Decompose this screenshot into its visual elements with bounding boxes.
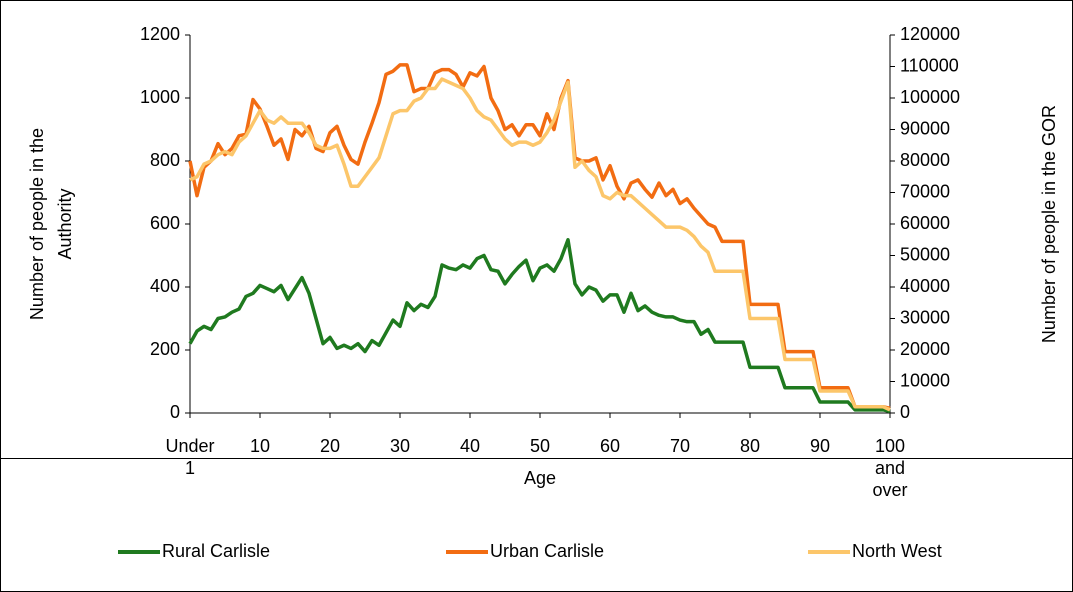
y2-tick-label: 70000 — [900, 181, 950, 201]
x-tick-label: 100 and over — [872, 436, 907, 500]
y2-tick-label: 40000 — [900, 276, 950, 296]
x-tick-label: 70 — [670, 436, 690, 456]
y2-tick-label: 120000 — [900, 24, 960, 44]
y-tick-label: 600 — [150, 213, 180, 233]
legend-label: Urban Carlisle — [490, 541, 604, 561]
y-tick-label: 200 — [150, 339, 180, 359]
x-tick-label: 40 — [460, 436, 480, 456]
y2-tick-label: 20000 — [900, 339, 950, 359]
x-tick-label: 10 — [250, 436, 270, 456]
y-axis-title: Number of people in the Authority — [27, 128, 75, 320]
y2-tick-label: 30000 — [900, 307, 950, 327]
y2-axis-title: Number of people in the GOR — [1039, 105, 1059, 343]
series-line — [189, 77, 891, 412]
series-line — [188, 238, 891, 414]
x-tick-label: 60 — [600, 436, 620, 456]
x-tick-label: 90 — [810, 436, 830, 456]
y-tick-label: 0 — [170, 402, 180, 422]
y-tick-label: 800 — [150, 150, 180, 170]
y-tick-label: 1000 — [140, 87, 180, 107]
y2-tick-label: 110000 — [900, 55, 959, 75]
y2-tick-label: 60000 — [900, 213, 950, 233]
x-tick-label: 50 — [530, 436, 550, 456]
x-tick-label: 80 — [740, 436, 760, 456]
x-tick-label: Under 1 — [165, 436, 214, 478]
legend-label: Rural Carlisle — [162, 541, 270, 561]
y-tick-label: 400 — [150, 276, 180, 296]
y-tick-label: 1200 — [140, 24, 180, 44]
x-tick-label: 20 — [320, 436, 340, 456]
y2-tick-label: 10000 — [900, 370, 950, 390]
y2-tick-label: 100000 — [900, 87, 960, 107]
legend-label: North West — [852, 541, 942, 561]
y2-tick-label: 90000 — [900, 118, 950, 138]
x-tick-label: 30 — [390, 436, 410, 456]
y2-tick-label: 0 — [900, 402, 910, 422]
y2-tick-label: 80000 — [900, 150, 950, 170]
x-axis-title: Age — [524, 468, 556, 488]
y2-tick-label: 50000 — [900, 244, 950, 264]
